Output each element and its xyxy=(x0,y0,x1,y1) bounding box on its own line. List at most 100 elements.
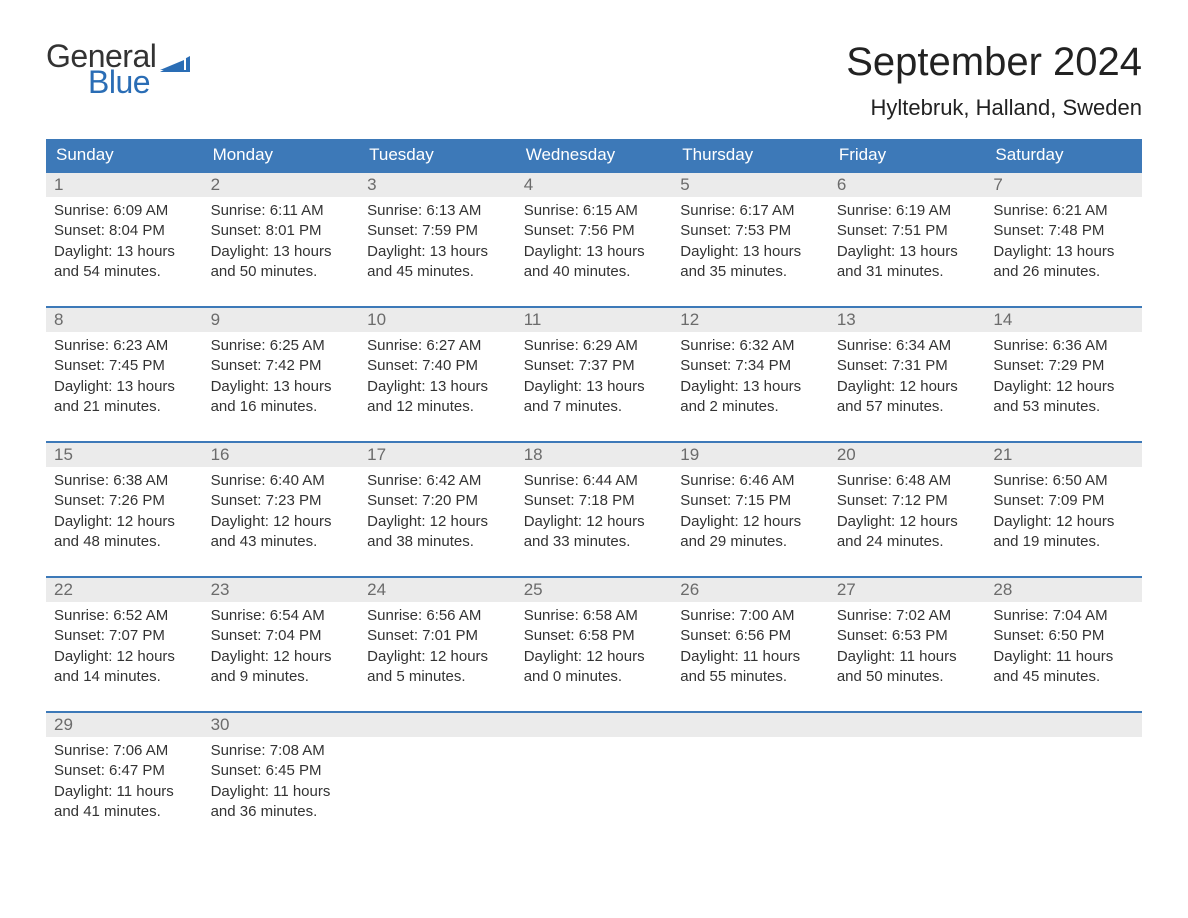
dow-wednesday: Wednesday xyxy=(516,139,673,171)
day-sunrise: Sunrise: 6:52 AM xyxy=(54,606,195,626)
day-body: Sunrise: 6:23 AMSunset: 7:45 PMDaylight:… xyxy=(46,332,203,425)
day-dl1: Daylight: 11 hours xyxy=(54,782,195,802)
day-dl2: and 9 minutes. xyxy=(211,667,352,687)
day-cell: 4Sunrise: 6:15 AMSunset: 7:56 PMDaylight… xyxy=(516,173,673,290)
day-dl1: Daylight: 12 hours xyxy=(524,512,665,532)
day-sunrise: Sunrise: 6:34 AM xyxy=(837,336,978,356)
day-body: Sunrise: 6:21 AMSunset: 7:48 PMDaylight:… xyxy=(985,197,1142,290)
day-body: Sunrise: 6:56 AMSunset: 7:01 PMDaylight:… xyxy=(359,602,516,695)
day-body: Sunrise: 6:58 AMSunset: 6:58 PMDaylight:… xyxy=(516,602,673,695)
day-dl1: Daylight: 13 hours xyxy=(211,377,352,397)
day-sunset: Sunset: 7:48 PM xyxy=(993,221,1134,241)
day-sunrise: Sunrise: 6:58 AM xyxy=(524,606,665,626)
day-body: Sunrise: 7:06 AMSunset: 6:47 PMDaylight:… xyxy=(46,737,203,830)
day-sunset: Sunset: 6:45 PM xyxy=(211,761,352,781)
day-cell: 2Sunrise: 6:11 AMSunset: 8:01 PMDaylight… xyxy=(203,173,360,290)
day-body: Sunrise: 6:29 AMSunset: 7:37 PMDaylight:… xyxy=(516,332,673,425)
day-number: 16 xyxy=(203,443,360,467)
day-dl2: and 48 minutes. xyxy=(54,532,195,552)
day-dl1: Daylight: 12 hours xyxy=(993,377,1134,397)
dow-sunday: Sunday xyxy=(46,139,203,171)
dow-monday: Monday xyxy=(203,139,360,171)
day-dl2: and 19 minutes. xyxy=(993,532,1134,552)
day-sunset: Sunset: 7:42 PM xyxy=(211,356,352,376)
day-body: Sunrise: 7:00 AMSunset: 6:56 PMDaylight:… xyxy=(672,602,829,695)
day-number: 2 xyxy=(203,173,360,197)
day-number: 8 xyxy=(46,308,203,332)
day-sunrise: Sunrise: 6:32 AM xyxy=(680,336,821,356)
day-cell: 30Sunrise: 7:08 AMSunset: 6:45 PMDayligh… xyxy=(203,713,360,830)
day-body: Sunrise: 6:15 AMSunset: 7:56 PMDaylight:… xyxy=(516,197,673,290)
day-number: 25 xyxy=(516,578,673,602)
day-number: 28 xyxy=(985,578,1142,602)
day-dl2: and 41 minutes. xyxy=(54,802,195,822)
day-sunset: Sunset: 7:45 PM xyxy=(54,356,195,376)
day-sunrise: Sunrise: 7:00 AM xyxy=(680,606,821,626)
day-cell: 14Sunrise: 6:36 AMSunset: 7:29 PMDayligh… xyxy=(985,308,1142,425)
day-dl1: Daylight: 11 hours xyxy=(211,782,352,802)
day-number: 11 xyxy=(516,308,673,332)
day-number: 12 xyxy=(672,308,829,332)
day-body: Sunrise: 6:42 AMSunset: 7:20 PMDaylight:… xyxy=(359,467,516,560)
day-dl1: Daylight: 11 hours xyxy=(993,647,1134,667)
day-dl1: Daylight: 13 hours xyxy=(367,242,508,262)
day-dl2: and 54 minutes. xyxy=(54,262,195,282)
week-row: 29Sunrise: 7:06 AMSunset: 6:47 PMDayligh… xyxy=(46,711,1142,830)
day-number: 19 xyxy=(672,443,829,467)
day-dl2: and 35 minutes. xyxy=(680,262,821,282)
day-dl1: Daylight: 13 hours xyxy=(680,242,821,262)
day-sunrise: Sunrise: 6:54 AM xyxy=(211,606,352,626)
day-cell: 26Sunrise: 7:00 AMSunset: 6:56 PMDayligh… xyxy=(672,578,829,695)
day-body: Sunrise: 6:46 AMSunset: 7:15 PMDaylight:… xyxy=(672,467,829,560)
day-number: . xyxy=(516,713,673,737)
day-sunset: Sunset: 7:26 PM xyxy=(54,491,195,511)
day-cell: 18Sunrise: 6:44 AMSunset: 7:18 PMDayligh… xyxy=(516,443,673,560)
day-sunset: Sunset: 7:34 PM xyxy=(680,356,821,376)
day-sunset: Sunset: 6:50 PM xyxy=(993,626,1134,646)
day-number: 27 xyxy=(829,578,986,602)
day-dl1: Daylight: 13 hours xyxy=(993,242,1134,262)
day-body: Sunrise: 7:02 AMSunset: 6:53 PMDaylight:… xyxy=(829,602,986,695)
brand-logo: General Blue xyxy=(46,40,190,98)
day-sunrise: Sunrise: 6:15 AM xyxy=(524,201,665,221)
day-number: 10 xyxy=(359,308,516,332)
day-body: Sunrise: 6:09 AMSunset: 8:04 PMDaylight:… xyxy=(46,197,203,290)
day-dl2: and 26 minutes. xyxy=(993,262,1134,282)
day-dl1: Daylight: 11 hours xyxy=(837,647,978,667)
day-dl2: and 45 minutes. xyxy=(993,667,1134,687)
day-sunrise: Sunrise: 7:06 AM xyxy=(54,741,195,761)
day-body: Sunrise: 6:25 AMSunset: 7:42 PMDaylight:… xyxy=(203,332,360,425)
day-sunrise: Sunrise: 7:08 AM xyxy=(211,741,352,761)
day-dl2: and 50 minutes. xyxy=(211,262,352,282)
day-dl2: and 43 minutes. xyxy=(211,532,352,552)
day-sunset: Sunset: 7:15 PM xyxy=(680,491,821,511)
day-number: 7 xyxy=(985,173,1142,197)
day-sunrise: Sunrise: 6:40 AM xyxy=(211,471,352,491)
day-sunset: Sunset: 6:56 PM xyxy=(680,626,821,646)
day-body: Sunrise: 6:52 AMSunset: 7:07 PMDaylight:… xyxy=(46,602,203,695)
dow-thursday: Thursday xyxy=(672,139,829,171)
day-sunrise: Sunrise: 6:36 AM xyxy=(993,336,1134,356)
day-cell: 12 Sunrise: 6:32 AMSunset: 7:34 PMDayligh… xyxy=(672,308,829,425)
week-row: 15Sunrise: 6:38 AMSunset: 7:26 PMDayligh… xyxy=(46,441,1142,560)
day-cell: 19Sunrise: 6:46 AMSunset: 7:15 PMDayligh… xyxy=(672,443,829,560)
days-of-week-header: Sunday Monday Tuesday Wednesday Thursday… xyxy=(46,139,1142,171)
dow-tuesday: Tuesday xyxy=(359,139,516,171)
day-number: 18 xyxy=(516,443,673,467)
day-dl2: and 57 minutes. xyxy=(837,397,978,417)
day-dl1: Daylight: 13 hours xyxy=(680,377,821,397)
day-sunrise: Sunrise: 6:44 AM xyxy=(524,471,665,491)
day-sunrise: Sunrise: 6:29 AM xyxy=(524,336,665,356)
day-sunset: Sunset: 6:53 PM xyxy=(837,626,978,646)
day-cell: 13Sunrise: 6:34 AMSunset: 7:31 PMDayligh… xyxy=(829,308,986,425)
day-dl1: Daylight: 12 hours xyxy=(211,647,352,667)
day-sunrise: Sunrise: 6:11 AM xyxy=(211,201,352,221)
day-dl2: and 38 minutes. xyxy=(367,532,508,552)
day-body: Sunrise: 6:48 AMSunset: 7:12 PMDaylight:… xyxy=(829,467,986,560)
day-dl1: Daylight: 12 hours xyxy=(54,512,195,532)
day-body: Sunrise: 6:11 AMSunset: 8:01 PMDaylight:… xyxy=(203,197,360,290)
day-sunset: Sunset: 7:01 PM xyxy=(367,626,508,646)
day-dl2: and 53 minutes. xyxy=(993,397,1134,417)
day-number: 6 xyxy=(829,173,986,197)
day-body: Sunrise: 6:13 AMSunset: 7:59 PMDaylight:… xyxy=(359,197,516,290)
